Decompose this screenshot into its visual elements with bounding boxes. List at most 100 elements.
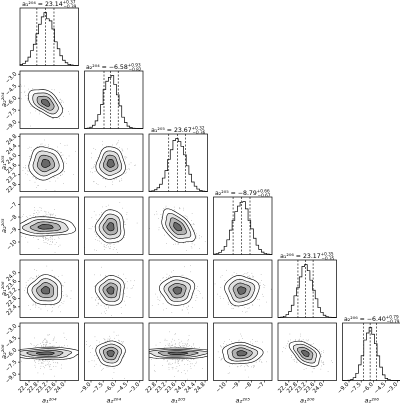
sample-point: [194, 244, 196, 246]
sample-point: [104, 246, 105, 248]
contour-3: [237, 286, 247, 295]
sample-point: [103, 305, 105, 307]
sample-point: [113, 372, 115, 373]
sample-point: [116, 178, 117, 180]
sample-point: [34, 364, 36, 366]
sample-point: [186, 345, 187, 346]
title-main-1: a₂²⁰⁴ = −6.58: [86, 64, 128, 71]
yaxis-label-3: a₂²⁰⁵: [0, 218, 8, 233]
sample-point: [184, 215, 186, 217]
sample-point: [166, 340, 168, 341]
sample-point: [218, 356, 220, 358]
sample-point: [300, 362, 301, 363]
sample-point: [42, 341, 44, 343]
sample-point: [259, 305, 260, 307]
sample-point: [116, 248, 117, 250]
sample-point: [168, 363, 169, 365]
sample-point: [122, 149, 123, 151]
sample-point: [323, 362, 324, 364]
sample-point: [116, 144, 118, 146]
sample-point: [187, 217, 189, 219]
sample-point: [207, 364, 208, 365]
sample-point: [44, 237, 46, 239]
sample-point: [233, 272, 235, 273]
sample-point: [155, 293, 156, 295]
sample-point: [186, 346, 187, 348]
sample-point: [191, 346, 192, 347]
sample-point: [93, 231, 95, 233]
sample-point: [49, 238, 51, 240]
sample-point: [190, 224, 192, 225]
sample-point: [177, 244, 179, 245]
sample-point: [285, 347, 286, 349]
sample-point: [199, 248, 200, 249]
sample-point: [54, 89, 55, 91]
contour-3: [40, 286, 50, 295]
sample-point: [305, 339, 307, 341]
sample-point: [93, 211, 95, 213]
sample-point: [50, 236, 51, 238]
sample-point: [187, 343, 188, 344]
sample-point: [53, 339, 55, 341]
sample-point: [204, 241, 206, 242]
sample-point: [25, 165, 26, 167]
sample-point: [222, 358, 223, 359]
sample-point: [66, 158, 67, 160]
sample-point: [193, 359, 194, 360]
sample-point: [56, 362, 58, 363]
sample-point: [27, 174, 28, 176]
sample-point: [249, 277, 250, 278]
sample-point: [260, 274, 262, 275]
hist-frame-3: [213, 196, 273, 255]
title-main-3: a₂²⁰⁵ = −8.79: [215, 190, 257, 197]
title-minus-2: −0.36: [193, 130, 206, 135]
sample-point: [247, 272, 249, 273]
sample-point: [23, 214, 24, 215]
sample-point: [228, 304, 229, 305]
sample-point: [57, 150, 58, 151]
sample-point: [166, 273, 168, 275]
sample-point: [64, 145, 66, 146]
xtick-label-5-1: −7.5: [349, 381, 363, 395]
sample-point: [51, 214, 53, 215]
sample-point: [255, 361, 257, 363]
sample-point: [59, 345, 60, 347]
sample-point: [100, 312, 102, 314]
sample-point: [62, 303, 64, 304]
sample-point: [248, 366, 249, 367]
sample-point: [100, 242, 102, 244]
sample-point: [245, 364, 247, 366]
sample-point: [97, 302, 99, 304]
sample-point: [220, 346, 222, 347]
sample-point: [186, 277, 187, 278]
sample-point: [88, 228, 90, 229]
scatter-panel-2-0: [19, 133, 79, 192]
sample-point: [44, 339, 46, 340]
sample-point: [310, 344, 311, 345]
sample-point: [125, 156, 127, 158]
sample-point: [39, 113, 40, 115]
sample-point: [109, 339, 110, 341]
contour-3: [236, 350, 248, 357]
sample-point: [98, 303, 99, 305]
sample-point: [266, 361, 267, 363]
sample-point: [252, 305, 254, 306]
sample-point: [42, 236, 43, 238]
scatter-frame-4-3: [213, 259, 273, 318]
sample-point: [224, 341, 225, 342]
sample-point: [252, 339, 253, 340]
sample-point: [15, 225, 16, 226]
sample-point: [30, 277, 32, 278]
sample-point: [69, 358, 71, 360]
sample-point: [128, 163, 130, 165]
sample-point: [296, 362, 298, 363]
sample-point: [186, 359, 187, 360]
sample-point: [26, 216, 27, 217]
sample-point: [158, 218, 159, 219]
scatter-panel-1-0: [19, 70, 79, 129]
sample-point: [174, 339, 176, 341]
contour-3: [106, 222, 115, 232]
scatter-panel-4-2: [148, 259, 208, 318]
sample-point: [62, 194, 63, 195]
sample-point: [245, 311, 246, 313]
